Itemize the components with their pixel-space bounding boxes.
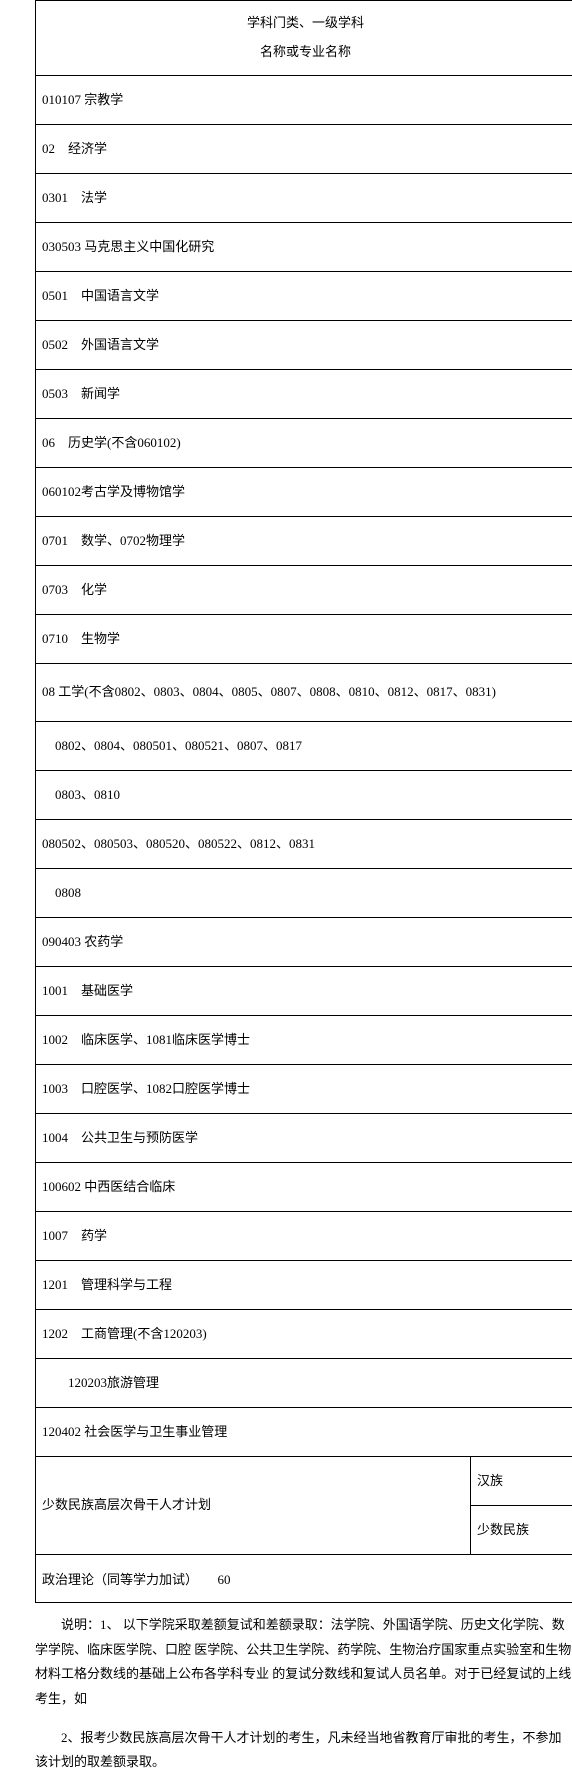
subject-name: 06 历史学(不含060102)	[36, 419, 572, 468]
score-table: 学科门类、一级学科 名称或专业名称 外语 专业 备注 010107 宗教学606…	[35, 0, 572, 1603]
subject-name: 0703 化学	[36, 566, 572, 615]
subject-name: 080502、080503、080520、080522、0812、0831	[36, 820, 572, 869]
table-row: 0503 新闻学6575	[36, 370, 572, 419]
subject-name: 060102考古学及博物馆学	[36, 468, 572, 517]
table-row: 06 历史学(不含060102)6475	[36, 419, 572, 468]
minority-plan-label: 少数民族高层次骨干人才计划	[36, 1457, 471, 1555]
table-row: 030503 马克思主义中国化研究6468	[36, 223, 572, 272]
table-row: 0301 法学6068	[36, 174, 572, 223]
table-row: 0803、08106265	[36, 771, 572, 820]
subject-name: 08 工学(不含0802、0803、0804、0805、0807、0808、08…	[36, 664, 572, 722]
subject-name: 030503 马克思主义中国化研究	[36, 223, 572, 272]
subject-name: 0701 数学、0702物理学	[36, 517, 572, 566]
subject-name: 0808	[36, 869, 572, 918]
subject-name: 1004 公共卫生与预防医学	[36, 1114, 572, 1163]
table-row: 120203旅游管理7075	[36, 1359, 572, 1408]
subject-name: 010107 宗教学	[36, 76, 572, 125]
header-name-line1: 学科门类、一级学科	[36, 13, 572, 34]
subject-name: 1002 临床医学、1081临床医学博士	[36, 1016, 572, 1065]
table-body: 010107 宗教学606702 经济学66750301 法学606803050…	[36, 76, 572, 1603]
table-row: 0502 外国语言文学5660	[36, 321, 572, 370]
table-row: 0710 生物学6060	[36, 615, 572, 664]
table-row: 120402 社会医学与卫生事业管理5965	[36, 1408, 572, 1457]
header-name: 学科门类、一级学科 名称或专业名称	[36, 1, 572, 76]
table-row: 1201 管理科学与工程5965	[36, 1261, 572, 1310]
subject-name: 02 经济学	[36, 125, 572, 174]
subject-name: 0710 生物学	[36, 615, 572, 664]
subject-name: 090403 农药学	[36, 918, 572, 967]
table-row: 1001 基础医学6468	[36, 967, 572, 1016]
subject-name: 1201 管理科学与工程	[36, 1261, 572, 1310]
table-row: 060102考古学及博物馆学6065	[36, 468, 572, 517]
table-row: 010107 宗教学6067	[36, 76, 572, 125]
subject-name: 1202 工商管理(不含120203)	[36, 1310, 572, 1359]
han-label: 汉族	[471, 1457, 572, 1506]
table-row: 08 工学(不含0802、0803、0804、0805、0807、0808、08…	[36, 664, 572, 722]
table-row: 0802、0804、080501、080521、0807、08176065	[36, 722, 572, 771]
subject-name: 0803、0810	[36, 771, 572, 820]
table-row: 090403 农药学6060	[36, 918, 572, 967]
subject-name: 0503 新闻学	[36, 370, 572, 419]
subject-name: 120402 社会医学与卫生事业管理	[36, 1408, 572, 1457]
header-name-line2: 名称或专业名称	[36, 42, 572, 63]
subject-name: 100602 中西医结合临床	[36, 1163, 572, 1212]
table-row: 0501 中国语言文学6468	[36, 272, 572, 321]
subject-name: 1007 药学	[36, 1212, 572, 1261]
subject-name: 0502 外国语言文学	[36, 321, 572, 370]
subject-name: 1003 口腔医学、1082口腔医学博士	[36, 1065, 572, 1114]
table-row: 0703 化学6468	[36, 566, 572, 615]
table-row: 0701 数学、0702物理学5560	[36, 517, 572, 566]
footnote-row: 政治理论（同等学力加试） 60	[36, 1555, 572, 1603]
footnote-cell: 政治理论（同等学力加试） 60	[36, 1555, 572, 1603]
subject-name: 0301 法学	[36, 174, 572, 223]
table-row: 080502、080503、080520、080522、0812、0831646…	[36, 820, 572, 869]
subject-name: 1001 基础医学	[36, 967, 572, 1016]
table-row: 02 经济学6675	[36, 125, 572, 174]
minority-row-han: 少数民族高层次骨干人才计划汉族7073	[36, 1457, 572, 1506]
table-row: 08086875	[36, 869, 572, 918]
explanation-p1: 说明：1、 以下学院采取差额复试和差额录取：法学院、外国语学院、历史文化学院、数…	[35, 1613, 572, 1712]
table-row: 1007 药学6468	[36, 1212, 572, 1261]
subject-name: 120203旅游管理	[36, 1359, 572, 1408]
table-row: 1202 工商管理(不含120203)5965	[36, 1310, 572, 1359]
subject-name: 0802、0804、080501、080521、0807、0817	[36, 722, 572, 771]
table-row: 100602 中西医结合临床6468	[36, 1163, 572, 1212]
minority-label: 少数民族	[471, 1506, 572, 1555]
table-row: 1003 口腔医学、1082口腔医学博士6570	[36, 1065, 572, 1114]
table-row: 1004 公共卫生与预防医学6065	[36, 1114, 572, 1163]
explanation-p2: 2、报考少数民族高层次骨干人才计划的考生，凡未经当地省教育厅审批的考生，不参加该…	[35, 1726, 572, 1775]
header-row: 学科门类、一级学科 名称或专业名称 外语 专业 备注	[36, 1, 572, 76]
table-row: 1002 临床医学、1081临床医学博士6468	[36, 1016, 572, 1065]
subject-name: 0501 中国语言文学	[36, 272, 572, 321]
